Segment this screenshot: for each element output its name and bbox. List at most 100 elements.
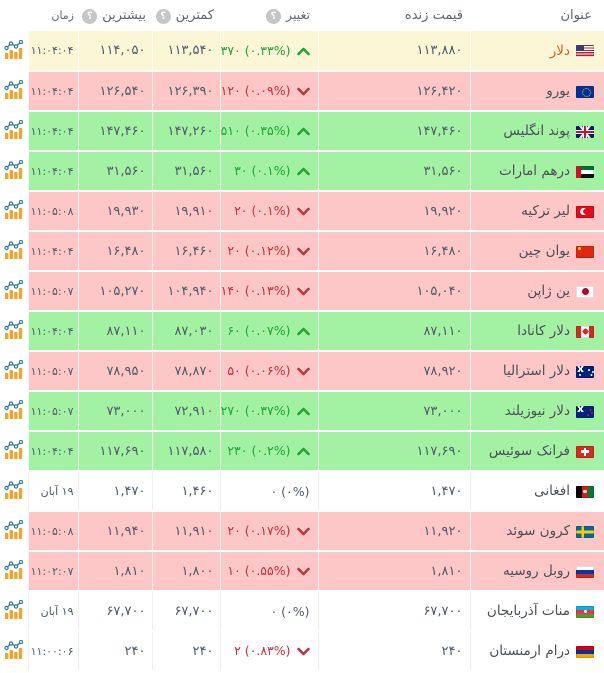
update-time-cell: ۱۱:۰۴:۰۴ xyxy=(27,311,78,352)
currency-name-link[interactable]: فرانک سوئیس xyxy=(488,443,570,459)
currency-name-link[interactable]: درام ارمنستان xyxy=(489,643,570,659)
high-help-icon[interactable]: ؟ xyxy=(82,8,98,24)
high-price-cell: ۱۲۶,۵۴۰ xyxy=(77,71,152,112)
update-time-cell: ۱۱:۰۴:۰۴ xyxy=(27,71,78,112)
us-flag-icon xyxy=(576,45,594,57)
chevron-down-icon xyxy=(296,524,310,539)
currency-row-au[interactable]: دلار استرالیا ۷۸,۹۲۰ ۵۰ (۰.۰۶%) ۷۸,۸۷۰ ۷۸,۹۵… xyxy=(0,351,604,392)
currency-row-ch[interactable]: فرانک سوئیس ۱۱۷,۶۹۰ ۲۳۰ (۰.۲%) ۱۱۷,۵۸۰ ۱۱۷,۶… xyxy=(0,431,604,472)
low-price-cell: ۶۷,۷۰۰ xyxy=(151,591,220,632)
currency-row-ca[interactable]: دلار کانادا ۸۷,۱۱۰ ۶۰ (۰.۰۷%) ۸۷,۰۳۰ ۸۷,۱۱۰ ۱… xyxy=(0,311,604,352)
mini-bar-line-chart-icon[interactable] xyxy=(2,159,26,181)
chevron-up-icon xyxy=(296,444,310,459)
chart-cell xyxy=(0,311,28,352)
change-cell: ۲۷۰ (۰.۳۷%) xyxy=(219,391,318,432)
column-header-high-label: بیشترین xyxy=(102,7,146,23)
chart-cell xyxy=(0,111,28,152)
high-price-cell: ۷۸,۹۵۰ xyxy=(77,351,152,392)
chevron-down-icon xyxy=(296,644,310,659)
currency-name-link[interactable]: روبل روسیه xyxy=(503,563,570,579)
currency-row-ae[interactable]: درهم امارات ۳۱,۵۶۰ ۳۰ (۰.۱%) ۳۱,۵۶۰ ۳۱,۵۶۰ ۱۱… xyxy=(0,151,604,192)
currency-name-link[interactable]: دلار xyxy=(549,42,570,59)
high-price-cell: ۱۱۴,۰۵۰ xyxy=(77,31,152,72)
live-price-cell: ۱,۸۱۰ xyxy=(317,551,470,592)
currency-row-gb[interactable]: پوند انگلیس ۱۴۷,۴۶۰ ۵۱۰ (۰.۳۵%) ۱۴۷,۲۶۰ ۱۴۷,… xyxy=(0,111,604,152)
currency-row-am[interactable]: درام ارمنستان ۲۴۰ ۲ (۰.۸۳%) ۲۴۰ ۲۴۰ ۱۱:۰۰:۰۶ xyxy=(0,631,604,672)
currency-name-link[interactable]: منات آذربایجان xyxy=(486,603,570,619)
low-price-cell: ۱۱۳,۵۴۰ xyxy=(151,31,220,72)
currency-name-link[interactable]: یوان چین xyxy=(518,243,570,259)
ru-flag-icon xyxy=(576,565,594,578)
tr-flag-icon xyxy=(576,205,594,218)
currency-row-az[interactable]: منات آذربایجان ۶۷,۷۰۰ ۰ (۰%) ۶۷,۷۰۰ ۶۷,۷۰۰ ۱۹… xyxy=(0,591,604,632)
chart-cell xyxy=(0,551,28,592)
column-header-change-label: تغییر xyxy=(286,7,310,22)
change-cell: ۰ (۰%) xyxy=(219,591,318,632)
currency-name-link[interactable]: یورو xyxy=(546,83,570,99)
change-value: ۲۰ (۰.۱۷%) xyxy=(227,523,291,538)
mini-bar-line-chart-icon[interactable] xyxy=(2,439,26,461)
mini-bar-line-chart-icon[interactable] xyxy=(2,119,26,141)
mini-bar-line-chart-icon[interactable] xyxy=(2,639,26,661)
change-cell: ۱۰ (۰.۵۵%) xyxy=(219,551,318,592)
currency-title-cell: دلار کانادا xyxy=(469,311,604,352)
mini-bar-line-chart-icon[interactable] xyxy=(2,39,26,61)
low-price-cell: ۱,۴۶۰ xyxy=(151,471,220,512)
change-value: ۲ (۰.۸۳%) xyxy=(234,643,291,658)
currency-name-link[interactable]: درهم امارات xyxy=(498,163,570,179)
currency-name-link[interactable]: افغانی xyxy=(534,483,570,499)
update-time-cell: ۱۱:۰۵:۰۷ xyxy=(27,351,78,392)
mini-bar-line-chart-icon[interactable] xyxy=(2,79,26,101)
mini-bar-line-chart-icon[interactable] xyxy=(2,319,26,341)
currency-row-se[interactable]: کرون سوئد ۱۱,۹۲۰ ۲۰ (۰.۱۷%) ۱۱,۹۱۰ ۱۱,۹۴۰ ۱۱:… xyxy=(0,511,604,552)
change-cell: ۲۳۰ (۰.۲%) xyxy=(219,431,318,472)
mini-bar-line-chart-icon[interactable] xyxy=(2,199,26,221)
currency-name-link[interactable]: دلار استرالیا xyxy=(502,363,570,379)
high-price-cell: ۲۴۰ xyxy=(77,631,152,672)
chevron-up-icon xyxy=(296,324,310,339)
currency-name-link[interactable]: ین ژاپن xyxy=(527,283,570,299)
se-flag-icon xyxy=(576,525,594,538)
currency-row-ru[interactable]: روبل روسیه ۱,۸۱۰ ۱۰ (۰.۵۵%) ۱,۸۰۰ ۱,۸۱۰ ۱۱:۰۲… xyxy=(0,551,604,592)
live-price-cell: ۱,۴۷۰ xyxy=(317,471,470,512)
low-help-icon[interactable]: ؟ xyxy=(155,8,171,24)
update-time-cell: ۱۱:۰۴:۰۴ xyxy=(27,431,78,472)
currency-title-cell: منات آذربایجان xyxy=(469,591,604,632)
currency-name-link[interactable]: لیر ترکیه xyxy=(521,203,570,219)
mini-bar-line-chart-icon[interactable] xyxy=(2,479,26,501)
mini-bar-line-chart-icon[interactable] xyxy=(2,519,26,541)
currency-row-us[interactable]: دلار ۱۱۳,۸۸۰ ۳۷۰ (۰.۳۳%) ۱۱۳,۵۴۰ ۱۱۴,۰۵۰ ۱۱:۰… xyxy=(0,31,604,72)
currency-row-cn[interactable]: یوان چین ۱۶,۴۸۰ ۲۰ (۰.۱۲%) ۱۶,۴۶۰ ۱۶,۴۸۰ ۱۱:۰… xyxy=(0,231,604,272)
mini-bar-line-chart-icon[interactable] xyxy=(2,559,26,581)
currency-name-link[interactable]: کرون سوئد xyxy=(506,523,570,539)
currency-row-tr[interactable]: لیر ترکیه ۱۹,۹۲۰ ۲۰ (۰.۱%) ۱۹,۹۱۰ ۱۹,۹۳۰ ۱۱:۰… xyxy=(0,191,604,232)
change-help-icon[interactable]: ؟ xyxy=(266,9,282,24)
change-value: ۱۰ (۰.۵۵%) xyxy=(227,563,291,578)
currency-name-link[interactable]: پوند انگلیس xyxy=(503,123,570,139)
mini-bar-line-chart-icon[interactable] xyxy=(2,399,26,421)
column-header-low: کمترین؟ xyxy=(152,0,220,31)
currency-row-af[interactable]: افغانی ۱,۴۷۰ ۰ (۰%) ۱,۴۶۰ ۱,۴۷۰ ۱۹ آبان xyxy=(0,471,604,512)
ae-flag-icon xyxy=(576,165,594,178)
currency-title-cell: دلار نیوزیلند xyxy=(469,391,604,432)
currency-row-eu[interactable]: یورو ۱۲۶,۴۲۰ ۱۲۰ (۰.۰۹%) ۱۲۶,۳۹۰ ۱۲۶,۵۴۰ ۱۱:۰… xyxy=(0,71,604,112)
live-price-cell: ۱۲۶,۴۲۰ xyxy=(317,71,470,112)
currency-row-jp[interactable]: ین ژاپن ۱۰۵,۰۴۰ ۱۴۰ (۰.۱۳%) ۱۰۴,۹۴۰ ۱۰۵,۲۷۰ ۱… xyxy=(0,271,604,312)
live-price-cell: ۱۶,۴۸۰ xyxy=(317,231,470,272)
change-value: ۱۴۰ (۰.۱۳%) xyxy=(220,283,291,298)
mini-bar-line-chart-icon[interactable] xyxy=(2,279,26,301)
nz-flag-icon xyxy=(576,405,594,418)
low-price-cell: ۱۱,۹۱۰ xyxy=(151,511,220,552)
change-value: ۰ (۰%) xyxy=(270,603,310,619)
currency-row-nz[interactable]: دلار نیوزیلند ۷۳,۰۰۰ ۲۷۰ (۰.۳۷%) ۷۲,۹۱۰ ۷۳,۰… xyxy=(0,391,604,432)
az-flag-icon xyxy=(576,605,594,618)
mini-bar-line-chart-icon[interactable] xyxy=(2,239,26,261)
mini-bar-line-chart-icon[interactable] xyxy=(2,599,26,621)
currency-name-link[interactable]: دلار نیوزیلند xyxy=(504,403,570,419)
chart-cell xyxy=(0,471,28,512)
mini-bar-line-chart-icon[interactable] xyxy=(2,359,26,381)
currency-name-link[interactable]: دلار کانادا xyxy=(517,323,570,339)
update-time-cell: ۱۱:۰۵:۰۷ xyxy=(27,271,78,312)
currency-title-cell: لیر ترکیه xyxy=(469,191,604,232)
low-price-cell: ۲۴۰ xyxy=(151,631,220,672)
